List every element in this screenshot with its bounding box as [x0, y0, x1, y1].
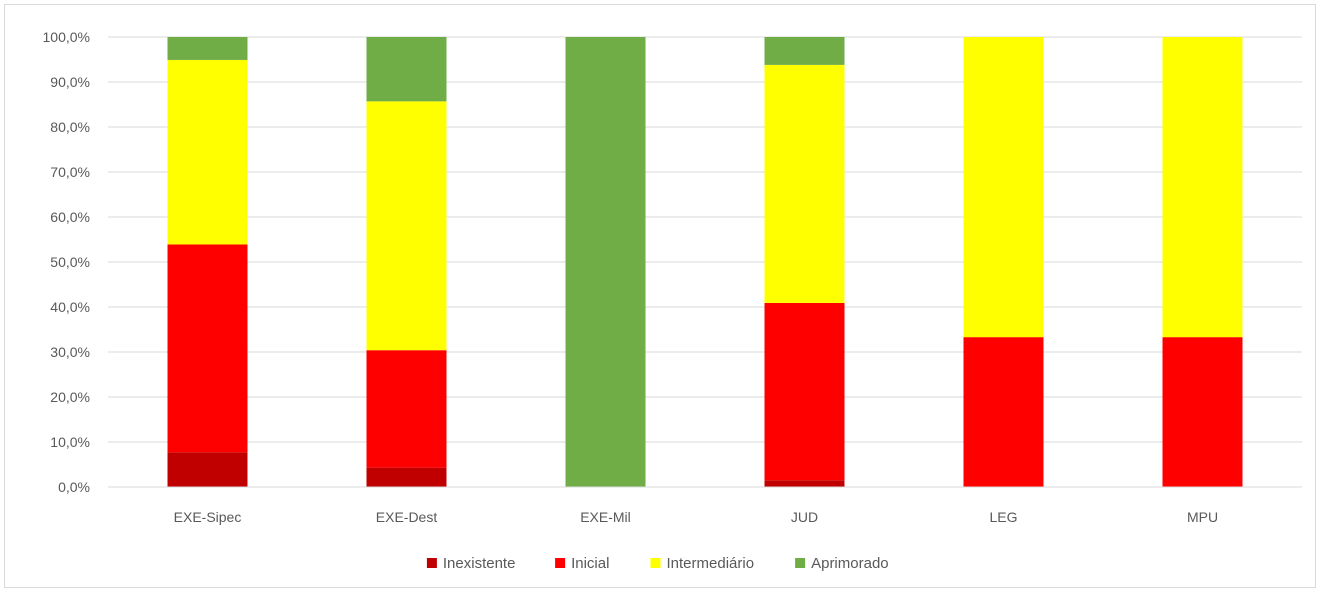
bar-segment-inicial	[167, 244, 248, 453]
legend-label: Inexistente	[443, 555, 516, 572]
y-tick-label: 90,0%	[50, 74, 90, 90]
bar-segment-aprimorado	[167, 37, 248, 60]
legend-label: Aprimorado	[811, 555, 889, 572]
y-tick-label: 0,0%	[58, 479, 90, 495]
gridlines	[108, 36, 1302, 443]
y-tick-label: 100,0%	[43, 29, 90, 45]
y-tick-label: 80,0%	[50, 119, 90, 135]
legend-label: Intermediário	[667, 555, 755, 572]
y-tick-label: 70,0%	[50, 164, 90, 180]
bars	[167, 37, 1243, 487]
bar-segment-inicial	[1162, 337, 1243, 487]
bar-segment-intermedi-rio	[963, 37, 1044, 338]
x-axis-labels: EXE-Sipec EXE-Dest EXE-Mil JUD LEG MPU	[174, 509, 1218, 525]
bar-segment-intermedi-rio	[366, 101, 447, 351]
y-tick-label: 60,0%	[50, 209, 90, 225]
x-tick-label: MPU	[1187, 509, 1218, 525]
x-tick-label: EXE-Mil	[580, 509, 631, 525]
bar-segment-inicial	[963, 337, 1044, 487]
bar-segment-inexistente	[366, 467, 447, 487]
bar-segment-intermedi-rio	[764, 64, 845, 303]
legend: Inexistente Inicial Intermediário Aprimorad…	[426, 555, 889, 572]
x-tick-label: EXE-Dest	[376, 509, 438, 525]
y-tick-label: 30,0%	[50, 344, 90, 360]
y-tick-label: 40,0%	[50, 299, 90, 315]
y-tick-label: 10,0%	[50, 434, 90, 450]
y-axis-ticks: 0,0% 10,0% 20,0% 30,0% 40,0% 50,0% 60,0% 70,0% 8…	[43, 29, 90, 495]
bar-segment-inicial	[764, 302, 845, 481]
bar-segment-aprimorado	[565, 37, 646, 487]
x-tick-label: EXE-Sipec	[174, 509, 242, 525]
legend-swatch	[795, 558, 806, 568]
y-tick-label: 20,0%	[50, 389, 90, 405]
bar-segment-inexistente	[764, 480, 845, 487]
y-tick-label: 50,0%	[50, 254, 90, 270]
x-tick-label: JUD	[791, 509, 818, 525]
bar-segment-inexistente	[167, 452, 248, 487]
bar-segment-intermedi-rio	[1162, 37, 1243, 338]
bar-segment-intermedi-rio	[167, 59, 248, 245]
legend-label: Inicial	[571, 555, 609, 572]
bar-segment-aprimorado	[366, 37, 447, 102]
bar-segment-inicial	[366, 350, 447, 468]
legend-swatch	[426, 558, 437, 568]
legend-swatch	[555, 558, 566, 568]
bar-segment-aprimorado	[764, 37, 845, 65]
x-tick-label: LEG	[989, 509, 1017, 525]
legend-swatch	[650, 558, 661, 568]
